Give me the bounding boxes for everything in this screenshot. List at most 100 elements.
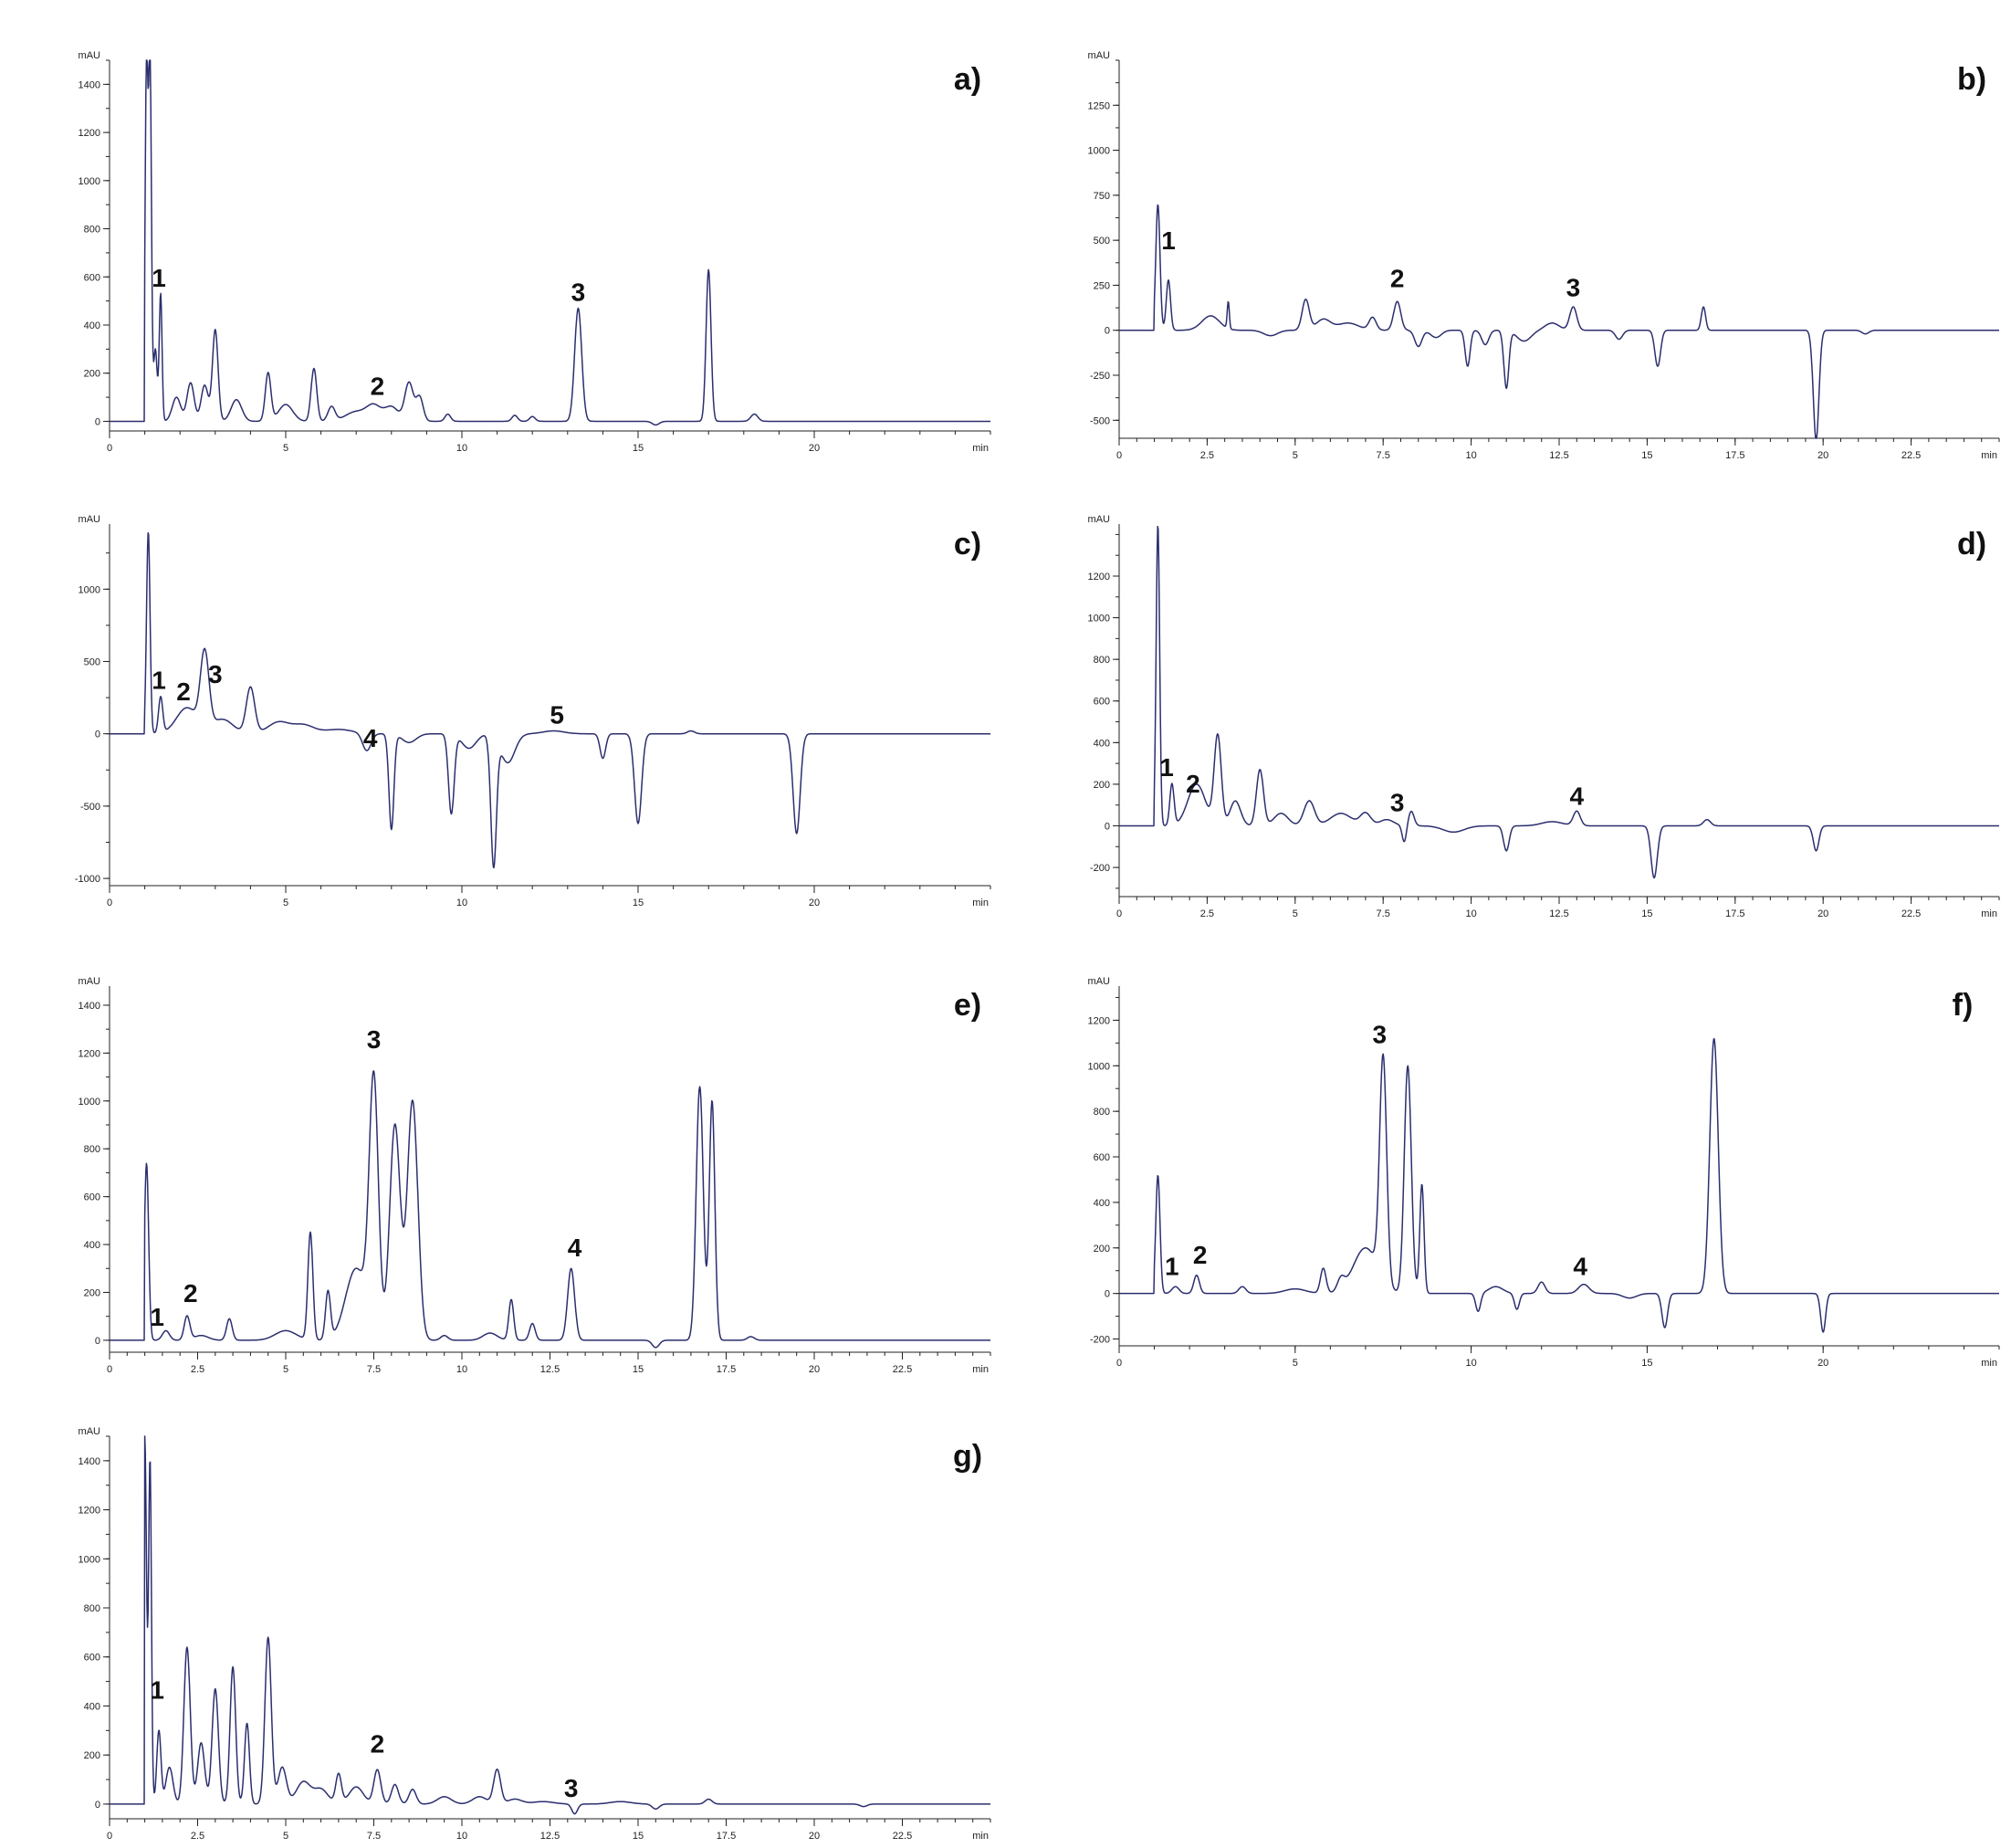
peak-label: 1 <box>150 1675 164 1704</box>
y-tick-label: 1000 <box>79 176 100 187</box>
peak-label: 3 <box>1566 273 1581 301</box>
peak-label: 1 <box>152 667 166 695</box>
y-tick-label: 600 <box>84 272 100 283</box>
panel-label: b) <box>1957 62 1986 97</box>
peak-label: 1 <box>150 1303 164 1331</box>
y-tick-label: -500 <box>80 802 100 813</box>
x-tick-label: 10 <box>456 898 467 908</box>
x-tick-label: 10 <box>456 1831 467 1842</box>
x-tick-label: 15 <box>633 1831 644 1842</box>
x-tick-label: 7.5 <box>367 1831 381 1842</box>
peak-label: 4 <box>363 724 378 752</box>
x-tick-label: 15 <box>633 1364 644 1375</box>
y-tick-label: 200 <box>84 369 100 380</box>
y-tick-label: 1200 <box>1088 1015 1110 1026</box>
x-unit-label: min <box>1981 450 1997 461</box>
x-tick-label: 20 <box>1817 1358 1828 1369</box>
y-tick-label: 600 <box>1094 1152 1110 1163</box>
panel-label: e) <box>954 988 981 1023</box>
x-unit-label: min <box>972 443 989 454</box>
x-tick-label: 20 <box>809 1364 820 1375</box>
y-tick-label: 500 <box>84 656 100 667</box>
x-tick-label: 10 <box>1465 1358 1476 1369</box>
peak-label: 2 <box>371 1729 385 1758</box>
y-tick-label: 600 <box>1094 697 1110 708</box>
peak-label: 2 <box>1193 1241 1208 1269</box>
x-tick-label: 20 <box>1817 450 1828 461</box>
y-tick-label: 1000 <box>79 1097 100 1108</box>
x-tick-label: 15 <box>1641 1358 1652 1369</box>
y-tick-label: 1000 <box>79 584 100 595</box>
x-tick-label: 22.5 <box>1901 908 1921 919</box>
x-tick-label: 2.5 <box>191 1831 204 1842</box>
x-tick-label: 20 <box>809 443 820 454</box>
y-tick-label: 800 <box>84 1603 100 1614</box>
y-tick-label: 1200 <box>79 1048 100 1059</box>
panel-label: c) <box>954 527 981 562</box>
panel-label: a) <box>954 62 981 97</box>
x-tick-label: 5 <box>283 1364 288 1375</box>
y-tick-label: 1200 <box>1088 572 1110 583</box>
peak-label: 4 <box>1573 1253 1587 1281</box>
x-tick-label: 10 <box>1465 450 1476 461</box>
x-tick-label: 20 <box>809 1831 820 1842</box>
x-tick-label: 20 <box>1817 908 1828 919</box>
y-tick-label: 1400 <box>79 79 100 90</box>
y-tick-label: 1200 <box>79 128 100 139</box>
x-tick-label: 2.5 <box>1200 908 1214 919</box>
y-tick-label: 800 <box>1094 1107 1110 1118</box>
peak-label: 1 <box>1165 1253 1179 1281</box>
y-tick-label: 800 <box>1094 655 1110 666</box>
x-tick-label: 17.5 <box>717 1831 736 1842</box>
x-tick-label: 7.5 <box>1377 450 1390 461</box>
y-tick-label: -200 <box>1090 1335 1110 1346</box>
y-tick-label: 1200 <box>79 1506 100 1517</box>
x-tick-label: 12.5 <box>540 1831 560 1842</box>
peak-label: 3 <box>571 278 586 307</box>
peak-label: 2 <box>371 372 385 400</box>
y-tick-label: 400 <box>84 1701 100 1712</box>
x-tick-label: 0 <box>107 898 112 908</box>
peak-label: 3 <box>564 1774 579 1802</box>
x-tick-label: 10 <box>456 1364 467 1375</box>
x-tick-label: 2.5 <box>1200 450 1214 461</box>
peak-label: 3 <box>367 1025 382 1054</box>
x-tick-label: 10 <box>456 443 467 454</box>
y-tick-label: 1400 <box>79 1001 100 1012</box>
y-unit-label: mAU <box>79 1426 101 1437</box>
chromatogram-trace <box>1118 1037 2000 1333</box>
y-tick-label: 1250 <box>1088 100 1110 111</box>
panel-label: d) <box>1957 527 1986 562</box>
chart-panel-b: -500 -250 0 250 500 750 1000 1250 mAU 0 2.5 5 7.5 10 1… <box>1088 50 2000 461</box>
y-tick-label: -1000 <box>75 874 100 885</box>
y-tick-label: 200 <box>84 1287 100 1298</box>
y-tick-label: -200 <box>1090 863 1110 874</box>
x-tick-label: 12.5 <box>540 1364 560 1375</box>
x-unit-label: min <box>972 1831 989 1842</box>
x-unit-label: min <box>972 898 989 908</box>
y-tick-label: 0 <box>95 416 100 427</box>
x-tick-label: 5 <box>1293 1358 1298 1369</box>
y-tick-label: 600 <box>84 1192 100 1203</box>
peak-label: 2 <box>176 677 191 706</box>
x-tick-label: 15 <box>633 443 644 454</box>
y-tick-label: 1400 <box>79 1456 100 1467</box>
x-tick-label: 12.5 <box>1549 908 1568 919</box>
y-tick-label: 800 <box>84 225 100 236</box>
peak-label: 3 <box>1390 789 1405 817</box>
y-tick-label: -500 <box>1090 415 1110 426</box>
y-tick-label: 1000 <box>1088 614 1110 625</box>
x-tick-label: 15 <box>1641 450 1652 461</box>
x-tick-label: 0 <box>107 1364 112 1375</box>
x-tick-label: 12.5 <box>1549 450 1568 461</box>
y-tick-label: 250 <box>1094 280 1110 291</box>
chromatogram-trace <box>109 531 991 869</box>
chromatogram-trace <box>1118 204 2000 439</box>
y-tick-label: 0 <box>95 1336 100 1347</box>
x-tick-label: 22.5 <box>1901 450 1921 461</box>
x-tick-label: 7.5 <box>1377 908 1390 919</box>
